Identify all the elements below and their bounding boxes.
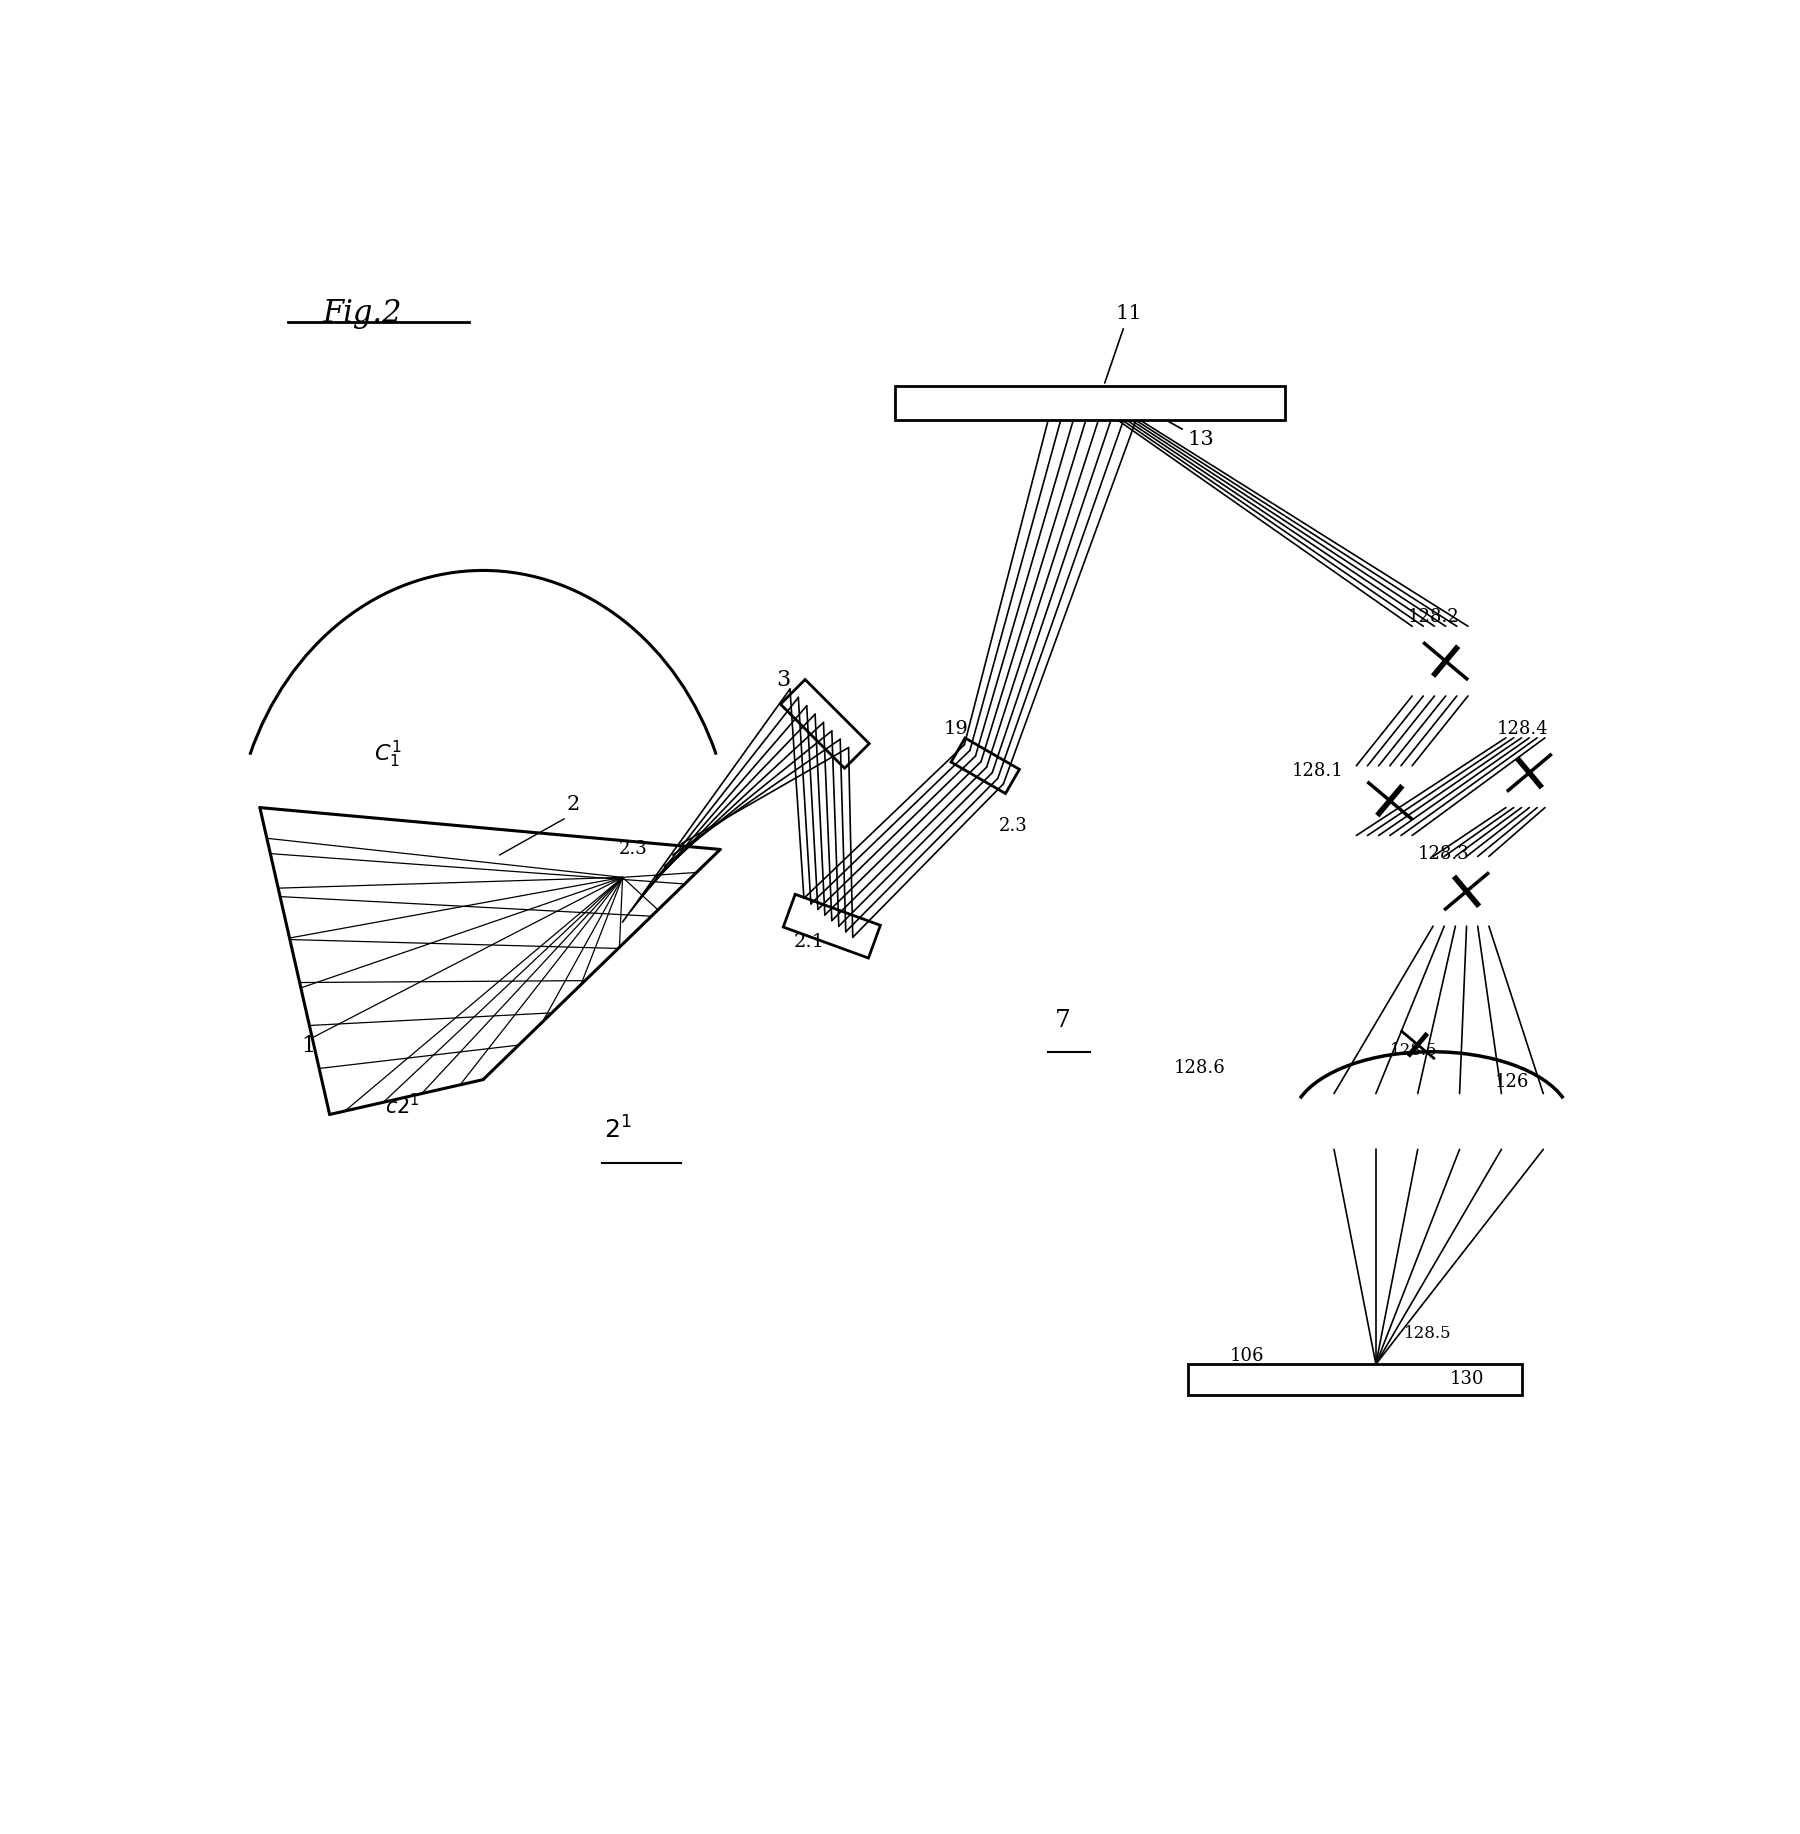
Text: 2.3: 2.3 [999,818,1028,834]
Text: 1: 1 [302,1034,315,1056]
Text: 7: 7 [1055,1009,1071,1031]
Text: 19: 19 [943,719,968,737]
Text: 2: 2 [567,796,580,814]
Text: 126: 126 [1494,1073,1528,1091]
Text: 128.5: 128.5 [1390,1042,1438,1058]
Text: $2^1$: $2^1$ [605,1117,632,1143]
Text: 2.1: 2.1 [794,934,824,952]
Text: 128.6: 128.6 [1174,1058,1226,1077]
Text: 13: 13 [1168,422,1215,449]
Text: 106: 106 [1229,1348,1264,1364]
Text: Fig.2: Fig.2 [322,299,401,330]
Text: 128.2: 128.2 [1408,609,1460,625]
Text: 128.1: 128.1 [1292,761,1345,779]
Text: 11: 11 [1105,304,1141,383]
Text: $c2^1$: $c2^1$ [385,1093,419,1119]
Bar [781,680,869,768]
Text: 3: 3 [776,669,790,691]
Text: $C_1^1$: $C_1^1$ [374,739,401,770]
Bar [950,737,1019,794]
Text: 128.3: 128.3 [1418,845,1469,864]
Bar [1188,1364,1523,1396]
Text: 2.3: 2.3 [619,840,648,858]
Text: 130: 130 [1449,1370,1485,1388]
Bar [783,895,880,957]
Text: 128.4: 128.4 [1498,719,1548,737]
Bar [895,385,1285,420]
Text: 128.5: 128.5 [1404,1324,1451,1342]
